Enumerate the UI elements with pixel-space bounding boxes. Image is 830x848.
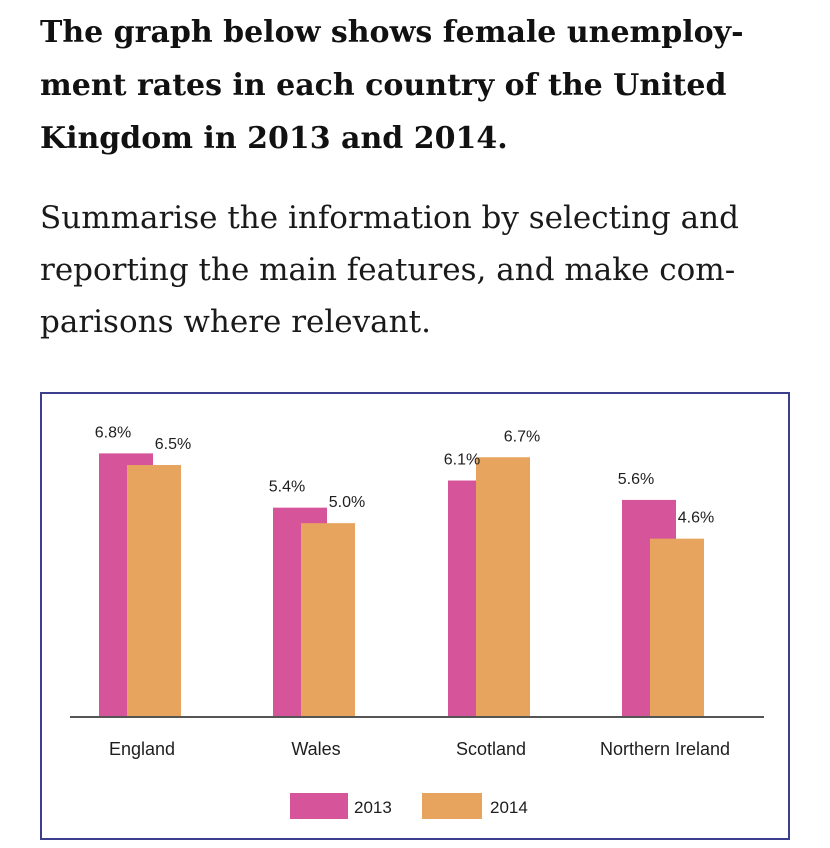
legend-label-2013: 2013	[354, 798, 392, 817]
data-label-2013: 6.8%	[95, 424, 131, 441]
legend-label-2014: 2014	[490, 798, 528, 817]
bar-2014-scotland	[476, 457, 530, 717]
data-label-2013: 6.1%	[444, 452, 480, 469]
bar-chart: 6.8% 6.5% England 5.4% 5.0% Wales 6.1% 6.7% Scot…	[70, 424, 764, 819]
task-title-line: The graph below shows female unemploy-	[40, 15, 744, 50]
chart-frame: 6.8% 6.5% England 5.4% 5.0% Wales 6.1% 6.7% Scot…	[40, 392, 790, 840]
data-label-2013: 5.4%	[269, 479, 305, 496]
x-tick-label: Northern Ireland	[600, 739, 730, 759]
task-instructions-line: Summarise the information by selecting a…	[40, 200, 739, 236]
x-tick-label: Scotland	[456, 739, 526, 759]
data-label-2014: 5.0%	[329, 494, 365, 511]
task-instructions: Summarise the information by selecting a…	[40, 192, 810, 348]
data-label-2014: 6.5%	[155, 436, 191, 453]
task-instructions-line: reporting the main features, and make co…	[40, 252, 736, 288]
x-tick-label: Wales	[291, 739, 340, 759]
task-title: The graph below shows female unemploy- m…	[40, 6, 800, 165]
legend-swatch-2013	[290, 793, 348, 819]
data-label-2013: 5.6%	[618, 471, 654, 488]
task-title-line: ment rates in each country of the United	[40, 68, 727, 103]
task-title-line: Kingdom in 2013 and 2014.	[40, 121, 508, 156]
bar-2014-northern-ireland	[650, 538, 704, 717]
bar-2014-england	[127, 465, 181, 717]
bar-2014-wales	[301, 523, 355, 717]
legend-swatch-2014	[422, 793, 482, 819]
x-tick-label: England	[109, 739, 175, 759]
task-instructions-line: parisons where relevant.	[40, 304, 431, 340]
data-label-2014: 4.6%	[678, 510, 714, 527]
data-label-2014: 6.7%	[504, 428, 540, 445]
